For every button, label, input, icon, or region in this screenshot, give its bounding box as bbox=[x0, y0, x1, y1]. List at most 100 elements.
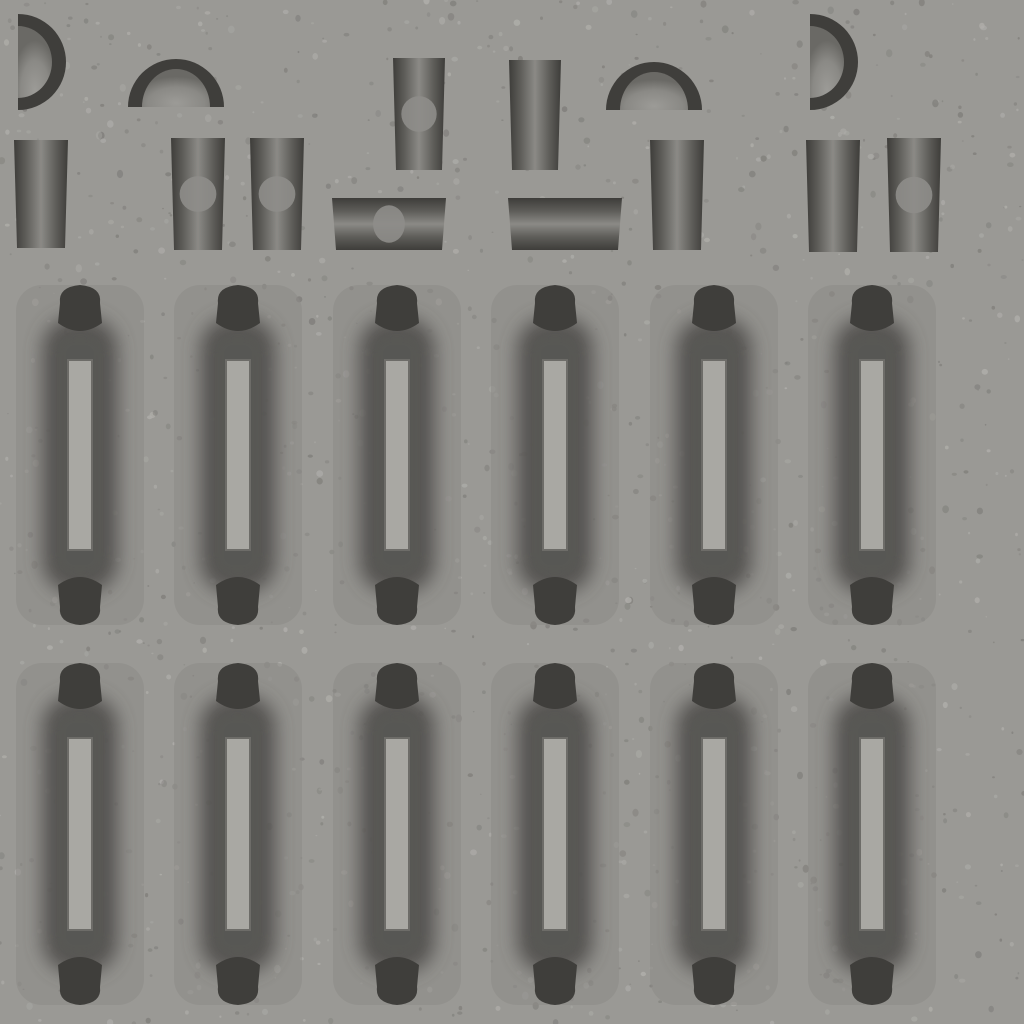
speckle bbox=[216, 18, 219, 20]
speckle bbox=[601, 65, 605, 69]
speckle bbox=[477, 45, 483, 50]
speckle bbox=[467, 773, 473, 778]
speckle bbox=[798, 859, 801, 862]
speckle bbox=[44, 263, 50, 270]
speckle bbox=[730, 656, 733, 659]
speckle bbox=[444, 240, 447, 243]
speckle bbox=[766, 154, 771, 160]
speckle bbox=[366, 281, 373, 286]
speckle bbox=[302, 611, 307, 616]
half-dome bbox=[128, 59, 224, 107]
speckle bbox=[959, 706, 962, 710]
speckle bbox=[638, 716, 645, 724]
speckle bbox=[870, 190, 876, 198]
speckle bbox=[872, 152, 880, 159]
speckle bbox=[632, 808, 639, 817]
speckle bbox=[600, 83, 604, 87]
speckle bbox=[619, 850, 627, 857]
speckle bbox=[974, 384, 981, 390]
speckle bbox=[155, 568, 160, 574]
speckle bbox=[68, 16, 73, 20]
speckle bbox=[75, 264, 83, 273]
speckle bbox=[890, 0, 895, 6]
speckle bbox=[784, 459, 792, 464]
speckle bbox=[176, 5, 181, 10]
speckle bbox=[1007, 358, 1010, 361]
speckle bbox=[793, 520, 798, 526]
speckle bbox=[892, 274, 898, 280]
speckle bbox=[149, 354, 154, 360]
speckle bbox=[387, 27, 392, 32]
speckle bbox=[941, 212, 945, 216]
speckle bbox=[605, 178, 611, 183]
speckle bbox=[952, 808, 958, 813]
speckle bbox=[886, 49, 893, 58]
speckle bbox=[26, 1002, 33, 1010]
speckle bbox=[426, 12, 431, 17]
speckle bbox=[9, 546, 14, 551]
speckle bbox=[777, 728, 781, 733]
speckle bbox=[963, 470, 969, 474]
speckle bbox=[202, 647, 207, 653]
speckle bbox=[704, 237, 710, 243]
speckle bbox=[513, 19, 521, 26]
speckle bbox=[749, 170, 756, 178]
speckle bbox=[476, 346, 480, 350]
speckle bbox=[495, 1005, 501, 1011]
speckle bbox=[476, 0, 479, 2]
speckle bbox=[1019, 205, 1022, 208]
speckle bbox=[896, 117, 901, 120]
speckle bbox=[297, 50, 300, 54]
speckle bbox=[501, 119, 504, 121]
speckle bbox=[316, 470, 324, 477]
speckle bbox=[670, 6, 673, 9]
clip-body bbox=[509, 60, 561, 170]
speckle bbox=[161, 780, 168, 788]
speckle bbox=[1015, 75, 1020, 79]
speckle bbox=[119, 84, 126, 92]
speckle bbox=[901, 24, 908, 31]
clip-piece bbox=[393, 58, 445, 170]
speckle bbox=[136, 639, 143, 644]
speckle bbox=[678, 67, 683, 70]
speckle bbox=[170, 469, 174, 473]
speckle bbox=[942, 505, 949, 514]
speckle bbox=[96, 63, 100, 66]
speckle bbox=[1021, 791, 1024, 796]
speckle bbox=[853, 8, 860, 16]
speckle bbox=[612, 181, 616, 185]
speckle bbox=[985, 483, 988, 487]
speckle bbox=[628, 64, 631, 66]
speckle bbox=[648, 641, 654, 649]
speckle bbox=[455, 195, 461, 200]
speckle bbox=[410, 625, 417, 631]
clip-body bbox=[650, 140, 704, 250]
speckle bbox=[176, 113, 183, 118]
speckle bbox=[163, 621, 168, 626]
speckle bbox=[10, 25, 16, 31]
speckle bbox=[991, 305, 996, 310]
speckle bbox=[1004, 205, 1008, 209]
speckle bbox=[108, 631, 111, 635]
speckle bbox=[14, 572, 16, 575]
speckle bbox=[920, 62, 926, 67]
speckle bbox=[775, 92, 780, 96]
speckle bbox=[783, 125, 789, 133]
speckle bbox=[678, 644, 684, 652]
speckle bbox=[994, 913, 998, 916]
speckle bbox=[86, 646, 91, 652]
speckle bbox=[482, 690, 486, 694]
speckle bbox=[1018, 553, 1021, 556]
speckle bbox=[562, 259, 567, 263]
clip-piece bbox=[508, 198, 622, 250]
speckle bbox=[147, 415, 153, 420]
speckle bbox=[946, 166, 953, 172]
speckle bbox=[316, 787, 323, 795]
speckle bbox=[308, 391, 314, 396]
speckle bbox=[588, 1011, 594, 1016]
speckle bbox=[1017, 972, 1020, 975]
speckle bbox=[108, 34, 115, 41]
clip-piece bbox=[332, 198, 446, 250]
speckle bbox=[964, 864, 972, 870]
speckle bbox=[139, 617, 145, 623]
